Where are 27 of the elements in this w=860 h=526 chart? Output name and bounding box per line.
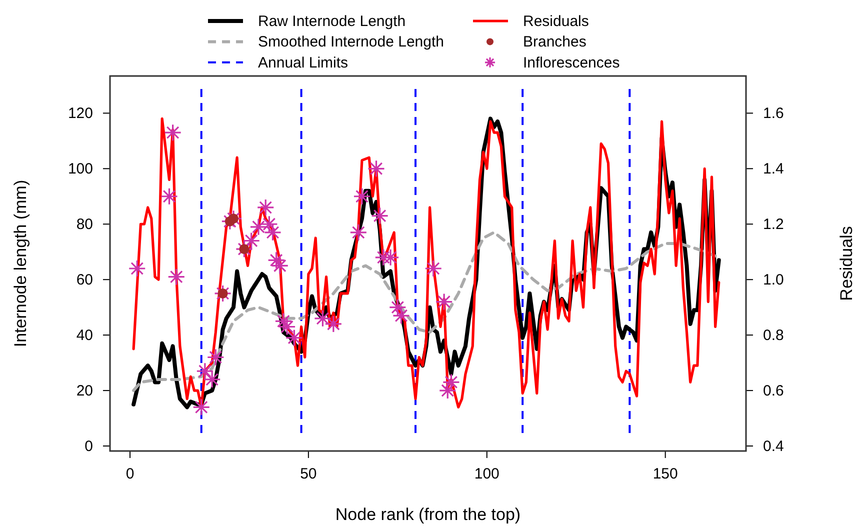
y2-tick-label: 1.4 xyxy=(763,160,784,178)
y2-tick-label: 1.2 xyxy=(763,216,784,233)
x-tick-label: 50 xyxy=(300,466,317,483)
x-tick-label: 0 xyxy=(126,466,134,483)
y-tick-label: 20 xyxy=(76,382,93,400)
y-tick-label: 80 xyxy=(76,216,93,233)
y-axis-title: Internode length (mm) xyxy=(11,180,30,348)
y-tick-label: 40 xyxy=(76,326,93,344)
x-axis-title: Node rank (from the top) xyxy=(335,505,521,524)
y2-tick-label: 0.8 xyxy=(763,326,784,344)
legend-label: Branches xyxy=(523,34,586,51)
x-tick-label: 150 xyxy=(652,466,678,483)
legend-label: Raw Internode Length xyxy=(258,13,406,30)
legend-label: Residuals xyxy=(523,13,589,30)
y2-axis-title: Residuals xyxy=(837,226,856,301)
y2-tick-label: 1.0 xyxy=(763,271,784,288)
y2-tick-label: 0.6 xyxy=(763,382,784,400)
y-tick-label: 100 xyxy=(68,160,93,178)
y2-tick-label: 1.6 xyxy=(763,104,784,122)
x-tick-label: 100 xyxy=(474,466,500,483)
legend-label: Inflorescences xyxy=(523,54,620,72)
y-tick-label: 0 xyxy=(84,438,93,455)
y2-tick-label: 0.4 xyxy=(763,438,784,455)
legend-label: Smoothed Internode Length xyxy=(258,34,444,51)
y-tick-label: 120 xyxy=(68,104,93,122)
y-tick-label: 60 xyxy=(76,271,93,288)
legend-label: Annual Limits xyxy=(258,54,348,72)
